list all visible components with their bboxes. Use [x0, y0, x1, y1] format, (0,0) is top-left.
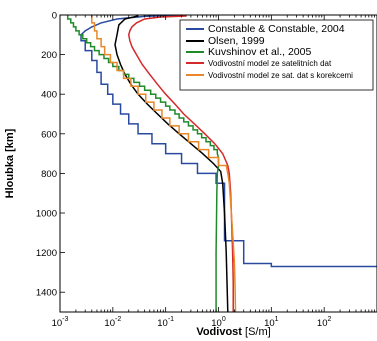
x-tick-label: 10-2: [104, 316, 121, 329]
x-axis-label-main: Vodivost: [196, 326, 242, 338]
legend-entry-4: Vodivostní model ze satelitních dat: [208, 59, 332, 68]
series-line-2: [114, 15, 229, 312]
x-tick-label: 100: [211, 316, 226, 329]
legend-entry-5: Vodivostní model ze sat. dat s korekcemi: [208, 71, 353, 80]
x-axis-label: Vodivost [S/m]: [196, 326, 270, 338]
x-axis-label-unit: [S/m]: [242, 326, 271, 338]
series-line-3: [66, 15, 220, 312]
y-tick-label: 1400: [36, 288, 57, 299]
ticks-layer: 10-3 10-2 10-1 100 101 102 0 200 400 600 800 1000 12…: [36, 11, 375, 329]
series-line-1: [80, 15, 377, 268]
y-tick-label: 1000: [36, 209, 57, 220]
y-tick-label: 800: [41, 169, 57, 180]
y-tick-label: 400: [41, 90, 57, 101]
x-tick-label: 101: [264, 316, 279, 329]
series-line-5: [91, 15, 237, 312]
y-tick-label: 200: [41, 50, 57, 61]
x-tick-label: 10-3: [52, 316, 69, 329]
legend-entry-1: Constable & Constable, 2004: [208, 23, 345, 35]
y-tick-label: 0: [52, 11, 57, 22]
legend-entry-2: Olsen, 1999: [208, 35, 265, 47]
legend-entry-3: Kuvshinov et al., 2005: [208, 46, 311, 58]
series-layer: [66, 15, 377, 312]
y-axis-label: Hloubka [km]: [4, 128, 16, 198]
x-tick-label: 102: [317, 316, 332, 329]
y-tick-label: 1200: [36, 248, 57, 259]
legend-box: [179, 19, 374, 91]
y-tick-label: 600: [41, 129, 57, 140]
x-tick-label: 10-1: [157, 316, 174, 329]
